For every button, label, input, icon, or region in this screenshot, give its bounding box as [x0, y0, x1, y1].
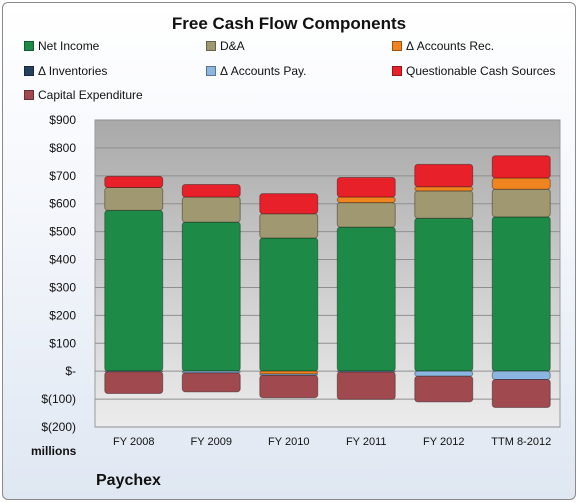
bar-segment — [181, 196, 241, 223]
company-label: Paychex — [96, 472, 161, 489]
bar-segment — [414, 375, 474, 403]
y-tick-label: $300 — [49, 280, 76, 294]
y-tick-label: $600 — [49, 197, 76, 211]
legend-questionable: Questionable Cash Sources — [392, 64, 555, 78]
bar-segment — [336, 176, 396, 198]
bar-segment — [491, 379, 551, 408]
bar-segment — [491, 188, 551, 218]
bar-segment — [336, 196, 396, 204]
y-tick-label: $700 — [49, 169, 76, 183]
bar-segment — [104, 209, 164, 372]
bar-segment — [491, 155, 551, 179]
bar-segment — [414, 190, 474, 219]
units-label: millions — [31, 444, 77, 458]
legend-label: Capital Expenditure — [38, 88, 143, 102]
y-tick-label: $900 — [49, 113, 76, 127]
legend-swatch — [392, 66, 402, 76]
bar-segment — [104, 371, 164, 395]
legend-label: Questionable Cash Sources — [406, 64, 556, 78]
bar-segment — [336, 226, 396, 372]
y-tick-label: $- — [65, 364, 76, 378]
legend-label: Δ Accounts Pay. — [220, 64, 307, 78]
legend-inventories: Δ Inventories — [24, 64, 107, 78]
legend-label: Net Income — [38, 39, 100, 53]
legend-label: Δ Accounts Rec. — [406, 39, 495, 53]
bar-segment — [259, 373, 319, 376]
bar-segment — [181, 183, 241, 198]
bar-segment — [336, 202, 396, 228]
y-tick-label: $(200) — [41, 420, 76, 434]
legend-swatch — [392, 41, 402, 51]
bar-segment — [104, 187, 164, 211]
legend-label: Δ Inventories — [38, 64, 108, 78]
y-tick-label: $200 — [49, 308, 76, 322]
y-tick-label: $100 — [49, 336, 76, 350]
bar-segment — [491, 370, 551, 381]
y-tick-label: $400 — [49, 253, 76, 267]
plot-area — [94, 119, 561, 428]
legend-net-income: Net Income — [24, 39, 99, 53]
bar-segment — [259, 374, 319, 399]
bar-segment — [104, 175, 164, 189]
bar-segment — [491, 177, 551, 190]
x-tick-label: FY 2008 — [113, 436, 154, 448]
bar-segment — [259, 193, 319, 215]
bar-segment — [491, 216, 551, 372]
chart-title: Free Cash Flow Components — [171, 14, 407, 33]
bar-segment — [414, 163, 474, 188]
y-tick-label: $500 — [49, 225, 76, 239]
bar-segment — [181, 372, 241, 393]
legend-label: D&A — [220, 39, 245, 53]
bar-segment — [414, 217, 474, 372]
x-tick-label: FY 2009 — [191, 436, 232, 448]
legend-accounts-pay: Δ Accounts Pay. — [206, 64, 307, 78]
legend-swatch — [206, 41, 216, 51]
bar-segment — [181, 221, 241, 372]
bar-segment — [259, 237, 319, 372]
y-tick-label: $(100) — [41, 392, 76, 406]
legend-swatch — [24, 66, 34, 76]
y-tick-label: $800 — [49, 141, 76, 155]
x-tick-label: TTM 8-2012 — [491, 436, 551, 448]
legend-capex: Capital Expenditure — [24, 88, 143, 102]
x-tick-label: FY 2012 — [423, 436, 464, 448]
bar-segment — [414, 186, 474, 192]
legend-swatch — [24, 41, 34, 51]
bar-segment — [414, 370, 474, 377]
legend-accounts-rec: Δ Accounts Rec. — [392, 39, 494, 53]
legend-da: D&A — [206, 39, 245, 53]
bar-segment — [259, 213, 319, 239]
x-tick-label: FY 2011 — [346, 436, 387, 448]
bar-segment — [336, 371, 396, 400]
legend-swatch — [24, 90, 34, 100]
legend-swatch — [206, 66, 216, 76]
x-tick-label: FY 2010 — [268, 436, 309, 448]
